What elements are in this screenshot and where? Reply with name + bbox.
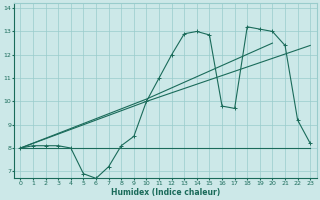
X-axis label: Humidex (Indice chaleur): Humidex (Indice chaleur) — [111, 188, 220, 197]
